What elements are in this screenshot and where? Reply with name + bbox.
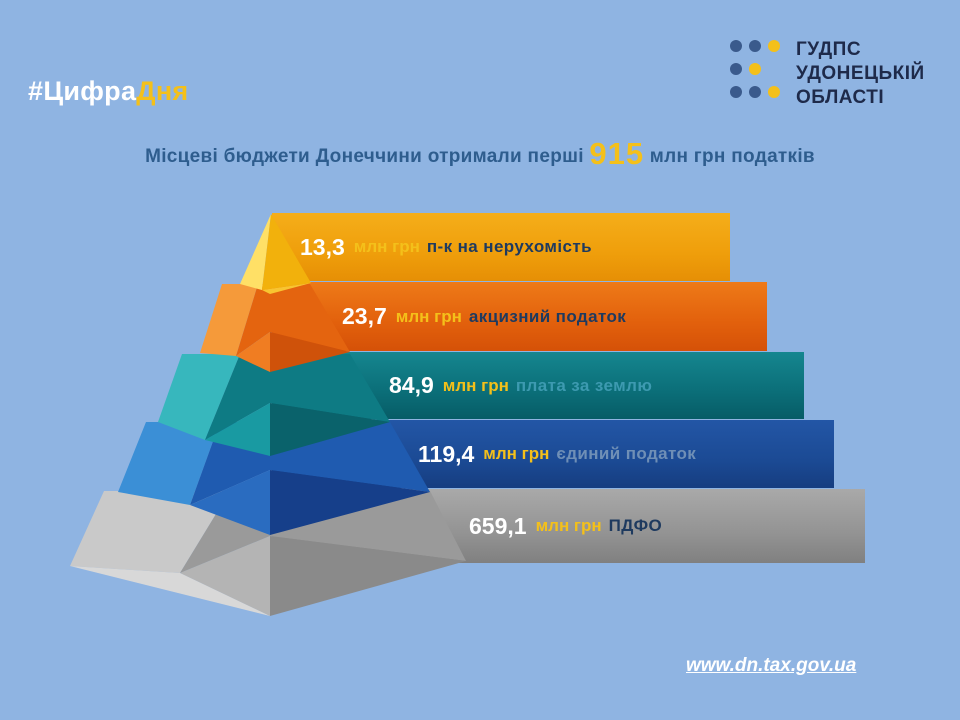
tier-label: ПДФО (608, 516, 663, 535)
tier-unit: млн грн (395, 306, 462, 326)
logo-dot (768, 86, 780, 98)
tier-label: єдиний податок (556, 444, 697, 463)
tier-label: плата за землю (515, 375, 653, 395)
headline: Місцеві бюджети Донеччини отримали перші… (0, 136, 960, 172)
pyramid-tier-1 (240, 214, 311, 294)
tier-value: 659,1 (469, 512, 527, 539)
logo-line-2: УДОНЕЦЬКІЙ (796, 63, 925, 84)
tier-unit: млн грн (442, 375, 509, 395)
logo-dot (768, 40, 780, 52)
logo-dot (749, 40, 761, 52)
logo-dot (749, 63, 761, 75)
logo-text: ГУДПС УДОНЕЦЬКІЙ ОБЛАСТІ (796, 38, 925, 110)
tier-label: п-к на нерухомість (426, 237, 592, 256)
tier-value: 13,3 (300, 233, 345, 260)
tier-value: 23,7 (342, 303, 387, 329)
hashtag-part-1: #Цифра (28, 76, 137, 106)
logo-dot (730, 40, 742, 52)
tier-unit: млн грн (535, 516, 602, 535)
logo-dots-icon (730, 40, 790, 106)
tier-unit: млн грн (353, 237, 420, 256)
logo-line-1: ГУДПС (796, 39, 862, 60)
organization-logo: ГУДПС УДОНЕЦЬКІЙ ОБЛАСТІ (730, 39, 940, 108)
logo-dot (730, 86, 742, 98)
pyramid-tier-5 (70, 491, 466, 616)
headline-after: млн грн податків (644, 146, 815, 167)
tier-label: акцизний податок (468, 306, 627, 326)
pyramid-tier-3 (158, 354, 390, 456)
tier-value: 84,9 (389, 372, 434, 398)
tier-band-2: 23,7 млн грн акцизний податок (272, 282, 767, 351)
hashtag-title: #ЦифраДня (28, 76, 188, 107)
logo-line-3: ОБЛАСТІ (796, 87, 885, 108)
headline-number: 915 (589, 136, 645, 171)
tier-value: 119,4 (418, 440, 475, 467)
tier-band-1: 13,3 млн грн п-к на нерухомість (272, 213, 730, 281)
logo-dot (730, 63, 742, 75)
website-link[interactable]: www.dn.tax.gov.ua (686, 655, 857, 676)
tier-unit: млн грн (483, 444, 550, 463)
logo-dot (749, 86, 761, 98)
pyramid-tier-2 (200, 284, 350, 372)
hashtag-part-2: Дня (136, 76, 189, 106)
headline-before: Місцеві бюджети Донеччини отримали перші (145, 146, 590, 167)
